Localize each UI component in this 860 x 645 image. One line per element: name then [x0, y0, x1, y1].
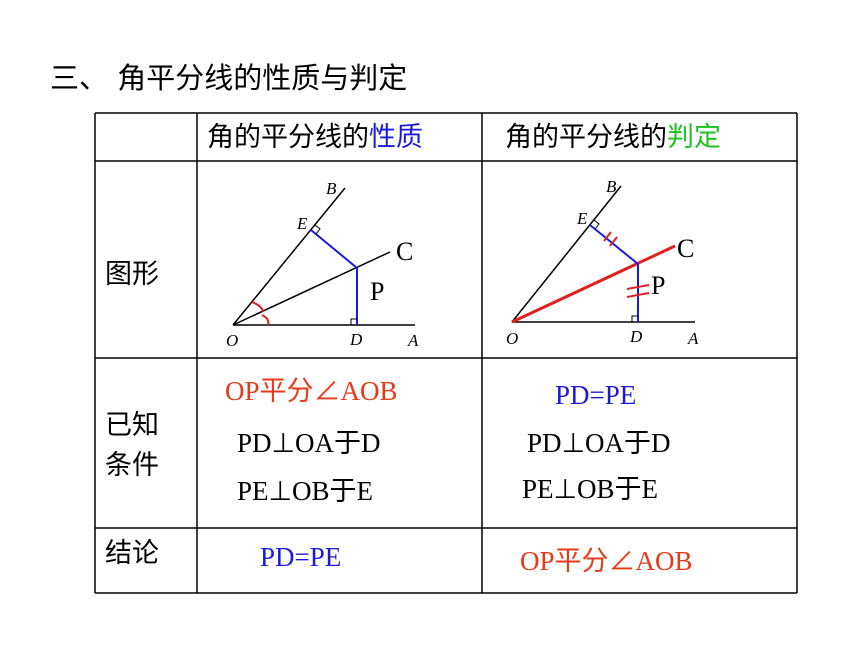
point-label: A [687, 329, 699, 348]
given-right: PD⊥OA于D [527, 428, 671, 458]
point-label: C [677, 234, 694, 263]
given-left: PE⊥OB于E [237, 476, 373, 506]
point-label: A [407, 331, 419, 350]
point-label: B [326, 179, 337, 198]
point-label: E [576, 209, 588, 228]
given-right: PE⊥OB于E [522, 474, 658, 504]
section-title: 三、 角平分线的性质与判定 [50, 61, 407, 95]
point-label: O [226, 331, 238, 350]
header-cell: 角的平分线的判定 [505, 122, 721, 153]
point-label: D [629, 327, 643, 346]
conclusion-right: OP平分∠AOB [520, 546, 693, 576]
point-label: D [349, 330, 363, 349]
given-left: OP平分∠AOB [225, 376, 398, 406]
header-text: 角的平分线的 [207, 122, 369, 153]
point-label: E [296, 214, 308, 233]
left-figure: B E C P O D A [226, 179, 419, 350]
right-figure: B E C P O D A [506, 177, 699, 348]
row-label: 结论 [105, 538, 159, 569]
header-emphasis: 判定 [667, 122, 721, 153]
point-label: B [606, 177, 617, 196]
row-label: 图形 [105, 259, 159, 290]
point-label: P [651, 271, 665, 300]
conclusion-left: PD=PE [260, 542, 341, 572]
header-cell: 角的平分线的性质 [207, 122, 423, 153]
point-label: C [396, 237, 413, 266]
point-label: P [370, 277, 384, 306]
point-label: O [506, 329, 518, 348]
row-label: 条件 [105, 450, 159, 481]
given-left: PD⊥OA于D [237, 428, 381, 458]
row-label: 已知 [105, 410, 159, 441]
table-grid [94, 112, 798, 594]
header-text: 角的平分线的 [505, 122, 667, 153]
given-right: PD=PE [555, 380, 636, 410]
header-emphasis: 性质 [369, 122, 423, 153]
